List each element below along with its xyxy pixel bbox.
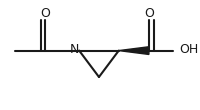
Text: OH: OH	[179, 43, 198, 56]
Text: O: O	[144, 7, 154, 20]
Text: O: O	[40, 7, 50, 20]
Text: N: N	[70, 43, 79, 56]
Polygon shape	[119, 47, 149, 54]
